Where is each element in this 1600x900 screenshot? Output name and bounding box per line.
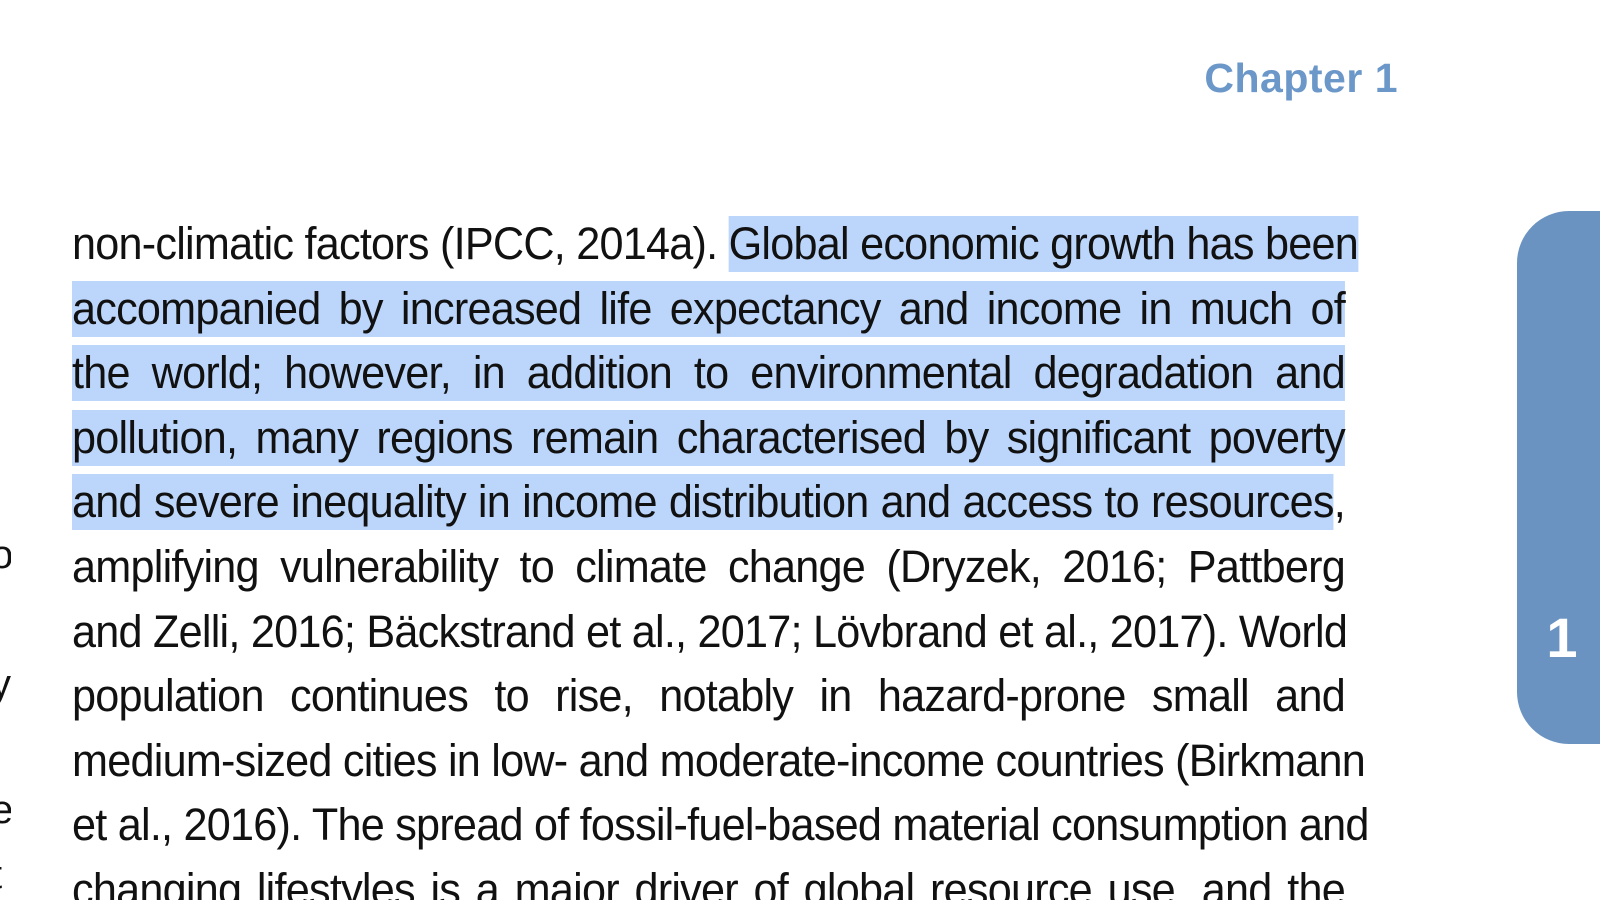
- text-line: accompanied by increased life expectancy…: [72, 277, 1346, 342]
- previous-column-edge: o y l e t: [0, 0, 11, 900]
- text-line: et al., 2016). The spread of fossil-fuel…: [72, 799, 1369, 851]
- chapter-heading: Chapter 1: [1204, 55, 1398, 101]
- selected-text[interactable]: the world; however, in addition to envir…: [72, 345, 1346, 402]
- text-line: changing lifestyles is a major driver of…: [72, 863, 1346, 900]
- chapter-side-tab: [1517, 211, 1600, 744]
- selected-text[interactable]: pollution, many regions remain character…: [72, 409, 1346, 466]
- text-line: and severe inequality in income distribu…: [72, 470, 1346, 535]
- chapter-tab-number: 1: [1546, 606, 1578, 669]
- edge-glyph: y: [0, 662, 11, 706]
- text-line: the world; however, in addition to envir…: [72, 341, 1346, 406]
- text-line: pollution, many regions remain character…: [72, 406, 1346, 471]
- edge-glyph: t: [0, 855, 2, 895]
- text-line: and Zelli, 2016; Bäckstrand et al., 2017…: [72, 605, 1348, 657]
- text-line: population continues to rise, notably in…: [72, 670, 1346, 722]
- selected-text[interactable]: and severe inequality in income distribu…: [72, 474, 1334, 531]
- text-line: medium-sized cities in low- and moderate…: [72, 734, 1366, 786]
- edge-glyph: o: [0, 535, 11, 575]
- selected-text[interactable]: accompanied by increased life expectancy…: [72, 280, 1346, 337]
- text-line: non-climatic factors (IPCC, 2014a). Glob…: [72, 212, 1359, 277]
- text-run: non-climatic factors (IPCC, 2014a).: [72, 218, 729, 269]
- text-line: amplifying vulnerability to climate chan…: [72, 540, 1346, 592]
- text-run: ,: [1333, 476, 1346, 528]
- edge-glyph: e: [0, 790, 11, 830]
- body-paragraph[interactable]: non-climatic factors (IPCC, 2014a). Glob…: [72, 212, 1369, 900]
- selected-text[interactable]: Global economic growth has been: [728, 216, 1359, 272]
